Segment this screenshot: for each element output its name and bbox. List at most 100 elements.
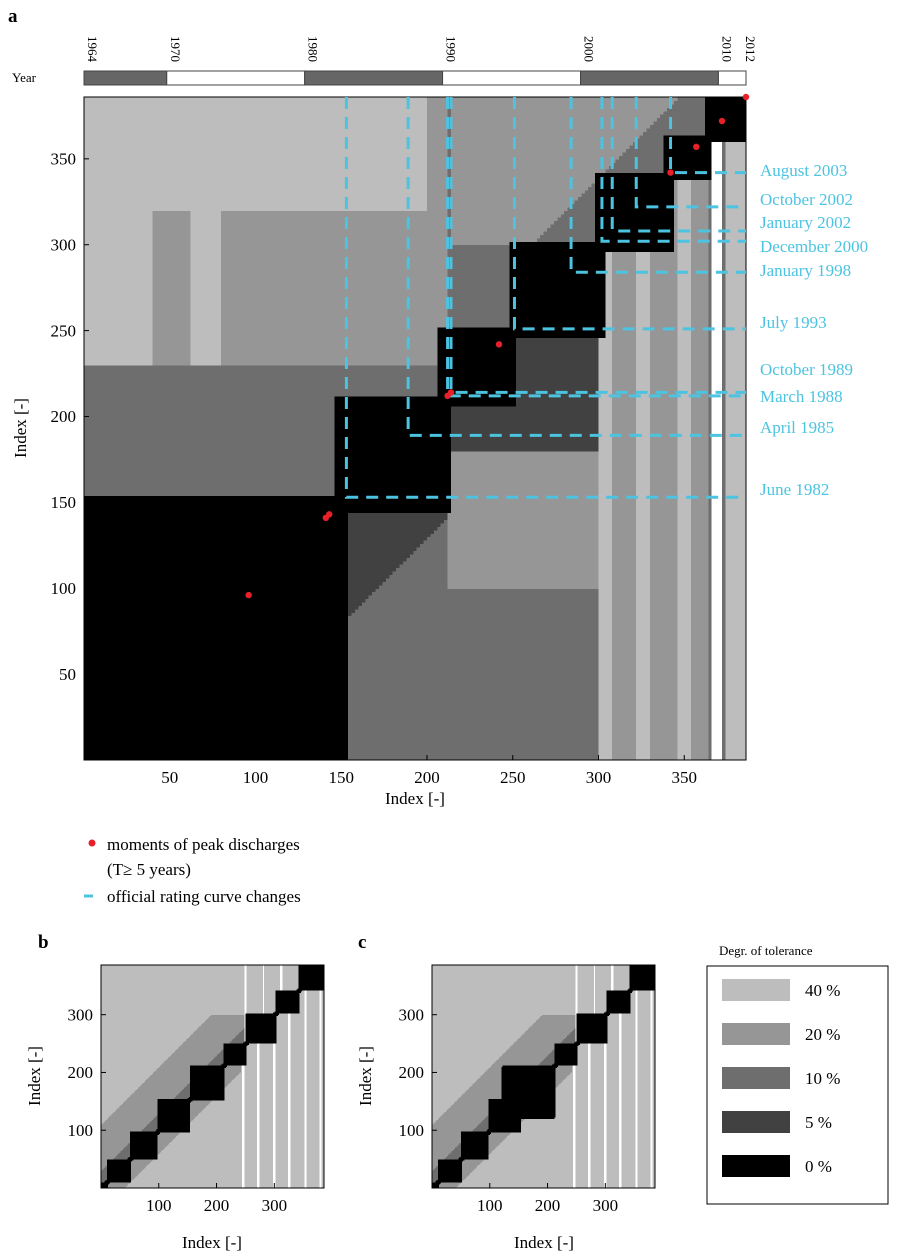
year-tick-label: 1964 bbox=[85, 36, 100, 63]
rating-curve-line bbox=[634, 97, 746, 209]
x-axis-label-b: Index [-] bbox=[182, 1233, 242, 1252]
peak-point bbox=[326, 511, 333, 518]
rating-curve-annotation: June 1982 bbox=[760, 480, 829, 499]
heatmap-a bbox=[84, 97, 746, 760]
tolerance-label: 0 % bbox=[805, 1157, 832, 1176]
y-tick-label: 350 bbox=[51, 150, 77, 169]
year-tick-label: 1990 bbox=[444, 36, 459, 62]
x-tick-label: 50 bbox=[161, 768, 178, 787]
rating-curve-annotation: December 2000 bbox=[760, 237, 868, 256]
rating-curve-annotation: March 1988 bbox=[760, 387, 843, 406]
x-tick-label: 200 bbox=[535, 1196, 561, 1215]
year-tick-label: 2010 bbox=[719, 36, 734, 62]
peak-point bbox=[495, 341, 503, 348]
rating-curve-line bbox=[512, 97, 746, 331]
x-tick-label: 100 bbox=[146, 1196, 172, 1215]
x-tick-label: 200 bbox=[414, 768, 440, 787]
x-tick-label: 300 bbox=[262, 1196, 288, 1215]
year-label: Year bbox=[12, 70, 37, 85]
tolerance-swatch bbox=[722, 979, 790, 1001]
heatmap-b-frame bbox=[100, 964, 325, 1189]
tolerance-swatch bbox=[722, 1023, 790, 1045]
rating-curve-annotation: July 1993 bbox=[760, 313, 827, 332]
y-tick-label: 200 bbox=[68, 1063, 94, 1082]
panel-label-c: c bbox=[358, 932, 366, 953]
panel-c: 100 200 300 100 200 300 Index [-] Index [-] bbox=[356, 964, 656, 1252]
rating-curve-line bbox=[610, 97, 746, 233]
year-tick-label: 1980 bbox=[306, 36, 321, 62]
x-tick-label: 300 bbox=[586, 768, 612, 787]
x-tick-label: 100 bbox=[243, 768, 269, 787]
legend-a: moments of peak discharges (T≥ 5 years) … bbox=[84, 835, 301, 906]
tolerance-label: 40 % bbox=[805, 981, 840, 1000]
rating-curve-annotation: October 1989 bbox=[760, 360, 853, 379]
x-tick-label: 200 bbox=[204, 1196, 230, 1215]
y-tick-label: 300 bbox=[68, 1005, 94, 1024]
x-axis-label-c: Index [-] bbox=[514, 1233, 574, 1252]
rating-curve-line bbox=[406, 97, 746, 437]
rating-curve-annotations: August 2003 October 2002 January 2002 Decem… bbox=[760, 161, 868, 499]
y-tick-label: 250 bbox=[51, 321, 77, 340]
panel-label-a: a bbox=[8, 6, 18, 27]
tolerance-legend-title: Degr. of tolerance bbox=[719, 943, 813, 958]
y-tick-label: 100 bbox=[51, 579, 77, 598]
axes-a: 50 100 150 200 250 300 350 50 100 150 200 250 300 350 bbox=[51, 150, 698, 787]
y-tick-label: 150 bbox=[51, 493, 77, 512]
y-axis-label-b: Index [-] bbox=[25, 1046, 44, 1106]
y-tick-label: 200 bbox=[399, 1063, 425, 1082]
heatmap-b bbox=[101, 965, 324, 1188]
y-axis-label-c: Index [-] bbox=[356, 1046, 375, 1106]
heatmap-a-frame bbox=[83, 96, 747, 761]
axes-c: 100 200 300 100 200 300 bbox=[399, 1005, 619, 1215]
y-tick-label: 300 bbox=[399, 1005, 425, 1024]
tolerance-swatch bbox=[722, 1111, 790, 1133]
panel-a: August 2003 October 2002 January 2002 Decem… bbox=[11, 93, 868, 808]
tolerance-label: 5 % bbox=[805, 1113, 832, 1132]
year-bar: 1964 1970 1980 1990 2000 2010 2012 bbox=[83, 36, 758, 86]
year-tick-label: 2000 bbox=[582, 36, 597, 62]
y-axis-label-a: Index [-] bbox=[11, 398, 30, 458]
x-axis-label-a: Index [-] bbox=[385, 789, 445, 808]
y-tick-label: 50 bbox=[59, 665, 76, 684]
curve-legend-label: official rating curve changes bbox=[107, 887, 301, 906]
y-tick-label: 300 bbox=[51, 235, 77, 254]
y-tick-label: 100 bbox=[399, 1121, 425, 1140]
peak-legend-label: moments of peak discharges bbox=[107, 835, 300, 854]
x-tick-label: 350 bbox=[672, 768, 698, 787]
tolerance-label: 10 % bbox=[805, 1069, 840, 1088]
rating-curve-annotation: August 2003 bbox=[760, 161, 847, 180]
peak-legend-marker bbox=[88, 839, 96, 847]
peak-legend-sublabel: (T≥ 5 years) bbox=[107, 860, 191, 879]
rating-curve-annotation: October 2002 bbox=[760, 190, 853, 209]
tolerance-label: 20 % bbox=[805, 1025, 840, 1044]
rating-curve-line bbox=[600, 97, 746, 243]
peak-point bbox=[718, 117, 726, 125]
peak-point bbox=[447, 389, 455, 396]
rating-curve-line bbox=[669, 97, 746, 175]
peak-point bbox=[693, 143, 700, 151]
peak-point bbox=[667, 169, 674, 176]
year-tick-label: 2012 bbox=[743, 36, 758, 62]
heatmap-c-frame bbox=[431, 964, 656, 1189]
x-tick-label: 100 bbox=[477, 1196, 503, 1215]
panel-b: 100 200 300 100 200 300 Index [-] Index [-] bbox=[25, 964, 325, 1252]
rating-curve-line bbox=[569, 97, 746, 274]
tolerance-legend: Degr. of tolerance 40 % 20 % 10 % 5 % 0 % bbox=[706, 943, 889, 1205]
rating-curve-annotation: January 1998 bbox=[760, 261, 851, 280]
y-tick-label: 100 bbox=[68, 1121, 94, 1140]
x-tick-label: 300 bbox=[593, 1196, 619, 1215]
peak-point bbox=[742, 93, 750, 101]
y-tick-label: 200 bbox=[51, 407, 77, 426]
x-tick-label: 150 bbox=[329, 768, 355, 787]
axes-b: 100 200 300 100 200 300 bbox=[68, 1005, 288, 1215]
rating-curve-line bbox=[344, 97, 746, 499]
x-tick-label: 250 bbox=[500, 768, 526, 787]
peak-points bbox=[245, 93, 750, 599]
rating-curve-annotation: April 1985 bbox=[760, 418, 834, 437]
rating-curve-annotation: January 2002 bbox=[760, 213, 851, 232]
rating-curve-lines bbox=[344, 97, 746, 499]
peak-point bbox=[245, 591, 252, 599]
tolerance-swatch bbox=[722, 1155, 790, 1177]
panel-label-b: b bbox=[38, 932, 49, 953]
